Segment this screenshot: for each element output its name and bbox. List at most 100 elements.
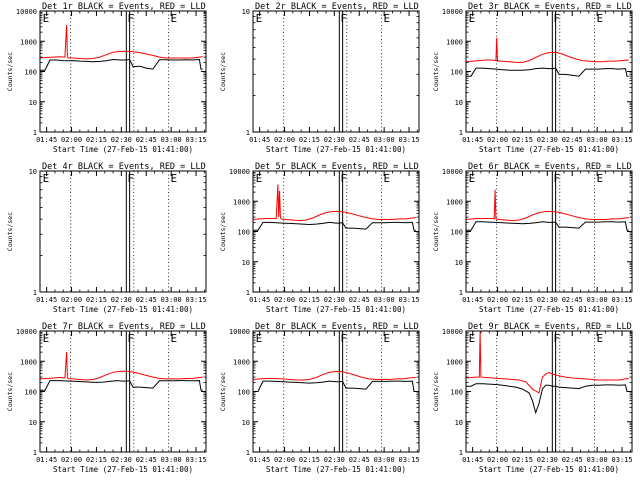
y-tick-label: 100 [450, 389, 463, 397]
y-tick-label: 1 [246, 289, 250, 297]
series-line-lld [39, 25, 203, 60]
x-tick-label: 02:15 [512, 456, 533, 464]
panel-title: Det 6r BLACK = Events, RED = LLD [468, 162, 632, 172]
y-tick-label: 1 [459, 289, 463, 297]
series-line-lld [465, 189, 629, 222]
plot-frame [465, 330, 633, 453]
x-tick-label: 02:15 [86, 456, 107, 464]
marker-label: E [43, 12, 50, 25]
y-axis-label: Counts/sec [219, 52, 227, 91]
panel-title: Det 1r BLACK = Events, RED = LLD [42, 2, 206, 12]
marker-label: E [469, 172, 476, 185]
marker-label: E [170, 332, 177, 345]
x-axis-label: Start Time (27-Feb-15 01:41:00) [266, 145, 406, 154]
x-tick-label: 01:45 [36, 456, 57, 464]
plot-frame [465, 10, 633, 133]
panel-6: Det 6r BLACK = Events, RED = LLD Counts/s… [432, 162, 633, 314]
x-tick-label: 02:15 [299, 136, 320, 144]
y-tick-label: 100 [24, 69, 37, 77]
x-tick-label: 02:00 [274, 456, 295, 464]
x-tick-label: 03:00 [161, 136, 182, 144]
marker-label: E [170, 12, 177, 25]
y-axis-label: Counts/sec [432, 52, 440, 91]
series-line-events [466, 221, 629, 231]
plot-frame [39, 330, 207, 453]
x-tick-label: 02:00 [274, 296, 295, 304]
x-tick-label: 02:15 [299, 296, 320, 304]
x-tick-label: 01:45 [249, 456, 270, 464]
series-line-events [40, 380, 203, 391]
y-tick-label: 10 [29, 419, 37, 427]
y-tick-label: 1000 [20, 38, 37, 46]
y-tick-label: 10 [455, 259, 463, 267]
x-tick-label: 02:45 [136, 136, 157, 144]
x-tick-label: 03:15 [186, 296, 207, 304]
plot-frame [252, 10, 420, 133]
x-tick-label: 02:15 [299, 456, 320, 464]
series-line-lld [252, 370, 416, 381]
marker-label: E [469, 332, 476, 345]
x-tick-label: 02:30 [111, 136, 132, 144]
panel-8: Det 8r BLACK = Events, RED = LLD Counts/s… [219, 322, 420, 474]
x-axis-label: Start Time (27-Feb-15 01:41:00) [53, 145, 193, 154]
series-line-events [466, 383, 629, 415]
y-tick-label: 1 [33, 129, 37, 137]
x-tick-label: 02:00 [61, 296, 82, 304]
series-line-lld [465, 37, 629, 63]
x-tick-label: 03:00 [161, 296, 182, 304]
y-tick-label: 100 [450, 69, 463, 77]
y-tick-label: 10000 [16, 328, 37, 336]
marker-label: E [43, 172, 50, 185]
x-tick-label: 02:30 [537, 296, 558, 304]
x-tick-label: 01:45 [462, 136, 483, 144]
x-tick-label: 02:45 [349, 456, 370, 464]
y-tick-label: 1 [459, 449, 463, 457]
x-tick-label: 02:45 [349, 136, 370, 144]
x-tick-label: 01:45 [249, 296, 270, 304]
x-tick-label: 03:15 [399, 296, 420, 304]
marker-label: E [256, 172, 263, 185]
y-tick-label: 10000 [229, 168, 250, 176]
x-tick-label: 03:15 [612, 456, 633, 464]
series-line-events [40, 58, 203, 71]
plot-frame [39, 170, 207, 293]
x-tick-label: 02:30 [324, 456, 345, 464]
x-tick-label: 02:00 [487, 296, 508, 304]
y-tick-label: 1000 [233, 198, 250, 206]
y-axis-label: Counts/sec [219, 372, 227, 411]
x-tick-label: 03:00 [161, 456, 182, 464]
y-tick-label: 10 [242, 259, 250, 267]
y-axis-label: Counts/sec [432, 212, 440, 251]
y-tick-label: 10 [29, 99, 37, 107]
marker-label: F [553, 172, 560, 185]
panel-1: Det 1r BLACK = Events, RED = LLD Counts/s… [6, 2, 207, 154]
x-tick-label: 02:30 [324, 136, 345, 144]
marker-label: E [596, 172, 603, 185]
x-tick-label: 03:00 [587, 136, 608, 144]
x-tick-label: 03:15 [186, 456, 207, 464]
marker-label: F [127, 172, 134, 185]
x-tick-label: 03:15 [399, 136, 420, 144]
y-tick-label: 1 [459, 129, 463, 137]
x-axis-label: Start Time (27-Feb-15 01:41:00) [479, 465, 619, 474]
y-tick-label: 1000 [446, 38, 463, 46]
y-tick-label: 10000 [442, 328, 463, 336]
series-line-events [253, 380, 416, 392]
x-tick-label: 01:45 [249, 136, 270, 144]
panel-title: Det 4r BLACK = Events, RED = LLD [42, 162, 206, 172]
x-tick-label: 03:00 [587, 456, 608, 464]
panel-5: Det 5r BLACK = Events, RED = LLD Counts/s… [219, 162, 420, 314]
x-axis-label: Start Time (27-Feb-15 01:41:00) [479, 305, 619, 314]
y-tick-label: 1000 [446, 198, 463, 206]
x-tick-label: 01:45 [36, 296, 57, 304]
x-tick-label: 02:00 [61, 136, 82, 144]
marker-label: F [127, 12, 134, 25]
y-tick-label: 10 [455, 419, 463, 427]
panel-title: Det 7r BLACK = Events, RED = LLD [42, 322, 206, 332]
y-tick-label: 100 [24, 389, 37, 397]
y-tick-label: 100 [237, 229, 250, 237]
y-tick-label: 1 [33, 289, 37, 297]
y-tick-label: 1 [33, 449, 37, 457]
x-tick-label: 02:45 [562, 456, 583, 464]
x-tick-label: 03:15 [399, 456, 420, 464]
